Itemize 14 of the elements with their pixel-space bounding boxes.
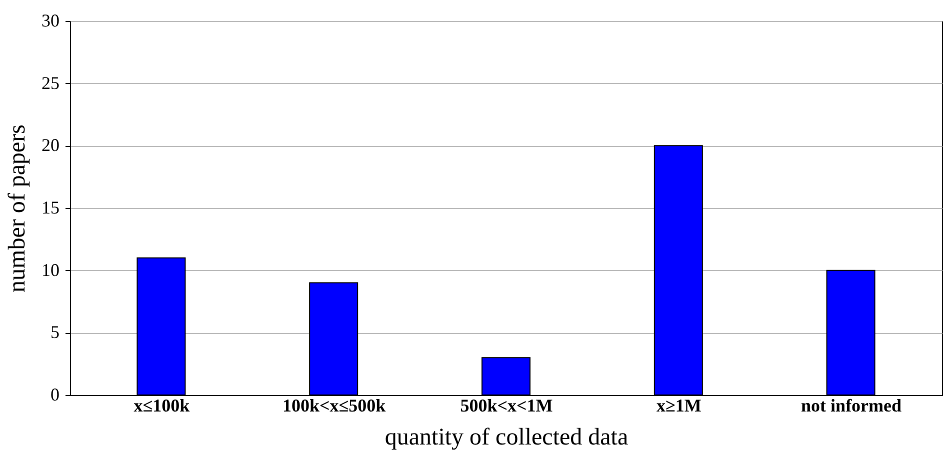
x-tick-label: not informed: [801, 396, 902, 416]
y-tick-label: 5: [50, 322, 60, 342]
x-tick-label: 100k<x≤500k: [282, 396, 386, 416]
y-tick-label: 25: [42, 72, 60, 93]
y-axis-title: number of papers: [4, 124, 30, 292]
y-tick-label: 15: [42, 198, 60, 218]
x-tick-label: x≤100k: [134, 396, 190, 416]
x-tick-label: x≥1M: [656, 396, 702, 416]
x-axis-title: quantity of collected data: [384, 424, 628, 450]
y-tick-label: 10: [42, 260, 60, 280]
y-tick-label: 20: [42, 135, 60, 156]
x-tick-label: 500k<x<1M: [460, 396, 553, 416]
y-tick-label: 30: [42, 10, 60, 30]
y-tick-label: 0: [50, 384, 60, 404]
